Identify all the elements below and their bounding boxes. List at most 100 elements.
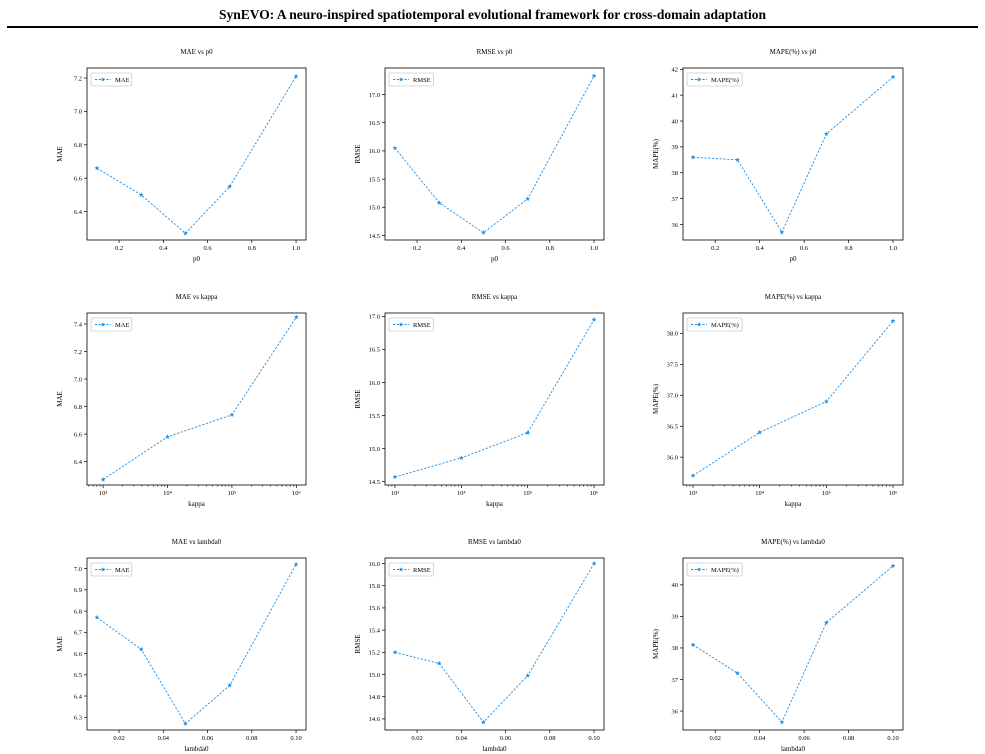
legend-marker [100, 322, 106, 327]
y-tick-label: 36 [672, 708, 679, 715]
data-point [436, 200, 442, 205]
chart-title: MAPE(%) vs kappa [765, 293, 822, 301]
chart-title: RMSE vs kappa [472, 293, 518, 301]
y-axis-label: RMSE [354, 144, 362, 163]
series-line [394, 319, 595, 478]
legend-marker [398, 567, 404, 572]
x-tick-label: 0.10 [588, 735, 599, 742]
x-axis-label: lambda0 [482, 745, 507, 753]
y-axis-label: RMSE [354, 389, 362, 408]
x-tick-label: 10⁵ [228, 490, 237, 497]
y-tick-label: 40 [672, 582, 679, 589]
y-tick-label: 37.5 [667, 362, 678, 369]
x-tick-label: 0.06 [500, 735, 512, 742]
data-point [138, 646, 144, 652]
y-tick-label: 7.0 [74, 566, 82, 573]
chart-title: RMSE vs p0 [477, 48, 513, 56]
y-tick-label: 16.5 [369, 120, 380, 127]
data-point [890, 563, 896, 568]
y-tick-label: 39 [672, 144, 679, 151]
series-line [96, 76, 297, 234]
x-tick-label: 10⁴ [457, 490, 467, 497]
y-tick-label: 17.0 [369, 314, 380, 321]
y-tick-label: 15.8 [369, 583, 380, 590]
chart-title: MAPE(%) vs lambda0 [761, 538, 825, 546]
y-axis-label: MAE [56, 636, 64, 652]
data-point [525, 430, 531, 435]
y-tick-label: 6.6 [74, 431, 83, 438]
series-line [394, 563, 595, 723]
y-axis-label: MAE [56, 391, 64, 407]
x-tick-label: 0.8 [248, 245, 256, 252]
legend-label: RMSE [413, 322, 431, 329]
x-tick-label: 0.2 [711, 245, 719, 252]
axes-frame [682, 557, 904, 731]
x-tick-label: 0.8 [844, 245, 852, 252]
x-axis-label: kappa [785, 500, 803, 508]
x-axis-label: p0 [193, 255, 201, 263]
y-tick-label: 39 [672, 614, 679, 621]
x-tick-label: 0.10 [887, 735, 898, 742]
y-tick-label: 15.0 [369, 205, 380, 212]
legend-marker [100, 567, 106, 572]
y-tick-label: 16.5 [369, 347, 380, 354]
legend: MAPE(%) [686, 72, 743, 87]
y-axis-label: MAPE(%) [652, 138, 660, 169]
data-point [591, 560, 597, 566]
x-tick-label: 10⁴ [755, 490, 765, 497]
y-tick-label: 6.3 [74, 715, 82, 722]
chart-panel: RMSE vs p0 0.2 0.4 0.6 0.8 1.0 14.5 15.0 15.5 16.… [354, 48, 605, 263]
page-title: SynEVO: A neuro-inspired spatiotemporal … [218, 7, 766, 22]
chart-panel: MAPE(%) vs p0 0.2 0.4 0.6 0.8 1.0 36 37 38 39 40 41… [652, 48, 904, 263]
y-tick-label: 41 [672, 92, 679, 99]
y-tick-label: 15.0 [369, 446, 380, 453]
x-tick-label: 0.6 [203, 245, 212, 252]
legend-box [686, 562, 743, 577]
legend: MAE [90, 317, 133, 332]
y-tick-label: 7.2 [74, 349, 82, 356]
y-tick-label: 40 [672, 118, 679, 125]
y-tick-label: 6.6 [74, 176, 83, 183]
y-tick-label: 6.4 [74, 693, 83, 700]
data-point [823, 398, 829, 404]
chart-panel: MAPE(%) vs lambda0 0.02 0.04 0.06 0.08 0.10 36… [652, 538, 904, 753]
legend-label: MAPE(%) [711, 322, 739, 329]
axes-frame [682, 67, 904, 241]
x-tick-label: 0.4 [756, 245, 765, 252]
x-tick-label: 0.08 [544, 735, 555, 742]
legend-label: MAE [115, 322, 129, 329]
data-point [227, 682, 233, 688]
legend-box [686, 72, 743, 87]
legend-box [388, 562, 434, 577]
chart-panel: RMSE vs lambda0 0.02 0.04 0.06 0.08 0.10 14.6 1… [354, 538, 605, 753]
x-tick-label: 1.0 [889, 245, 897, 252]
chart-panel: MAPE(%) vs kappa 10³ 10⁴ 10⁵ 10⁶ 36.0 36.5 37.0… [652, 293, 904, 508]
y-tick-label: 6.8 [74, 608, 82, 615]
axes-frame [86, 312, 307, 486]
y-tick-label: 6.7 [74, 630, 83, 637]
chart-panel: MAE vs lambda0 0.02 0.04 0.06 0.08 0.10 6.3 6.4… [56, 538, 307, 753]
legend-label: RMSE [413, 567, 431, 574]
x-tick-label: 10³ [391, 490, 400, 497]
legend-box [90, 317, 133, 332]
y-tick-label: 14.6 [369, 716, 381, 723]
series-line [692, 76, 894, 234]
y-tick-label: 6.9 [74, 587, 82, 594]
axes-frame [384, 557, 605, 731]
data-point [227, 183, 233, 189]
y-tick-label: 15.5 [369, 413, 380, 420]
x-tick-label: 0.02 [411, 735, 422, 742]
data-point [823, 620, 829, 625]
x-tick-label: 10⁶ [590, 490, 599, 497]
x-tick-label: 0.04 [754, 735, 766, 742]
x-tick-label: 0.2 [115, 245, 123, 252]
data-point [182, 230, 188, 236]
y-tick-label: 7.0 [74, 109, 82, 116]
data-point [229, 412, 235, 417]
legend: MAPE(%) [686, 317, 743, 332]
data-point [890, 74, 896, 80]
x-tick-label: 0.6 [800, 245, 809, 252]
data-point [525, 673, 531, 678]
figure-grid: MAE vs p0 0.2 0.4 0.6 0.8 1.0 6.4 6.6 6.8 7.0 7.2 p… [56, 48, 904, 753]
legend-label: MAPE(%) [711, 567, 739, 574]
